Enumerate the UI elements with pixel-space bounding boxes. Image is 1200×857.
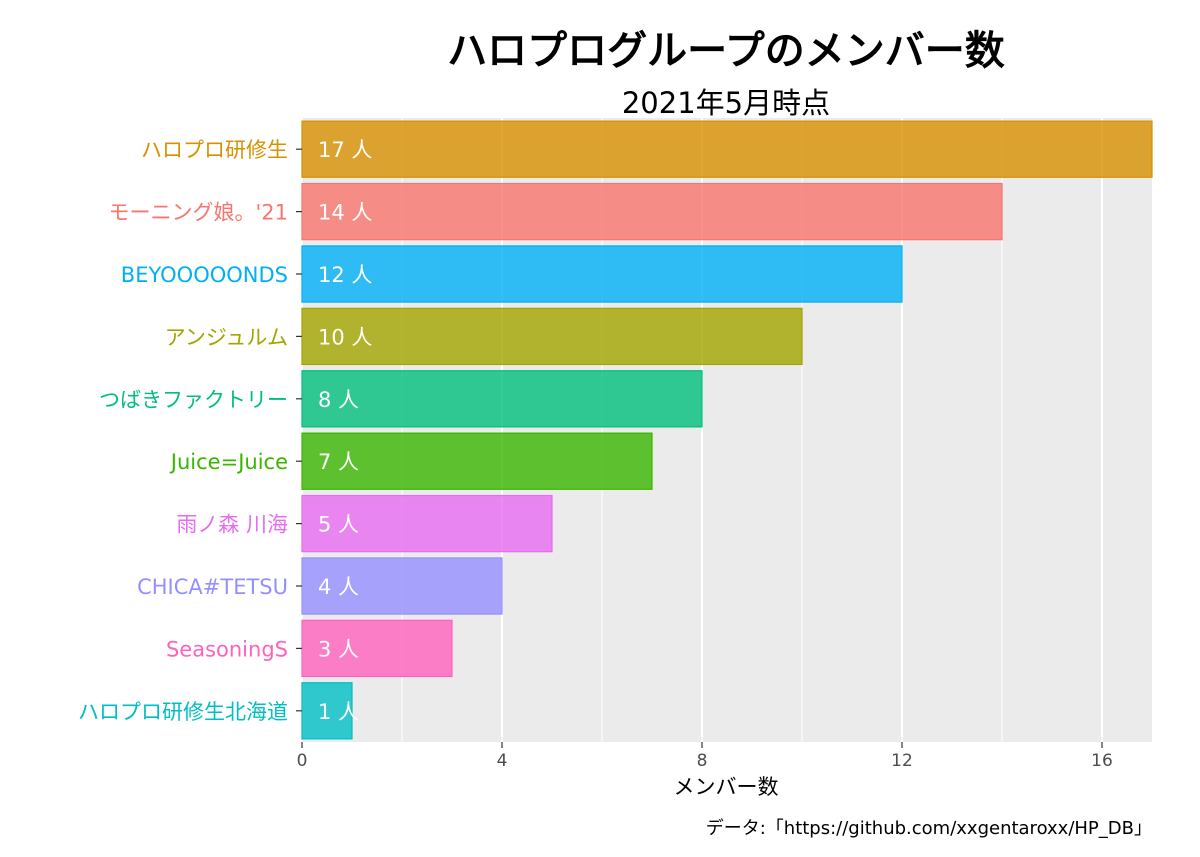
y-tick-label: SeasoningS (166, 637, 288, 661)
bar-value-label: 5 人 (318, 513, 359, 537)
y-tick-label: CHICA#TETSU (137, 575, 288, 599)
bar (301, 182, 1003, 241)
x-axis-title: メンバー数 (674, 775, 779, 799)
y-tick-label: アンジュルム (165, 325, 288, 349)
x-tick-label: 4 (497, 751, 508, 771)
bar-value-label: 14 人 (318, 201, 372, 225)
bar (301, 307, 803, 366)
bar-value-label: 3 人 (318, 637, 359, 661)
x-tick-label: 16 (1091, 751, 1113, 771)
bar-value-label: 7 人 (318, 450, 359, 474)
data-source-caption: データ:「https://github.com/xxgentaroxx/HP_D… (705, 818, 1152, 839)
bar (301, 432, 653, 490)
y-tick-label: Juice=Juice (169, 450, 288, 474)
y-tick-label: つばきファクトリー (99, 388, 288, 412)
y-tick-label: ハロプロ研修生 (141, 138, 288, 162)
chart-title: ハロプログループのメンバー数 (447, 28, 1005, 74)
x-tick-label: 8 (697, 751, 708, 771)
bar-value-label: 8 人 (318, 388, 359, 412)
y-tick-label: BEYOOOOONDS (121, 263, 288, 287)
x-tick-label: 0 (297, 751, 308, 771)
bar (301, 619, 453, 678)
bar-labels: 17 人 14 人 12 人 10 人 8 人 7 人 5 人 4 人 3 人 1 人 (318, 138, 372, 724)
bar-value-label: 17 人 (318, 138, 372, 162)
bars (301, 120, 1153, 740)
bar (301, 370, 703, 428)
bar (301, 245, 903, 303)
bar (301, 120, 1153, 178)
x-tick-label: 12 (891, 751, 913, 771)
x-axis-ticks: 0 4 8 12 16 (297, 742, 1113, 771)
bar-value-label: 1 人 (318, 700, 359, 724)
chart-subtitle: 2021年5月時点 (621, 86, 831, 120)
bar-value-label: 12 人 (318, 263, 372, 287)
bar-value-label: 10 人 (318, 325, 372, 349)
y-tick-label: ハロプロ研修生北海道 (78, 700, 288, 724)
y-tick-label: モーニング娘。'21 (109, 201, 289, 225)
bar-value-label: 4 人 (318, 575, 359, 599)
bar (301, 557, 503, 615)
y-tick-label: 雨ノ森 川海 (176, 513, 288, 537)
bar (301, 494, 553, 553)
